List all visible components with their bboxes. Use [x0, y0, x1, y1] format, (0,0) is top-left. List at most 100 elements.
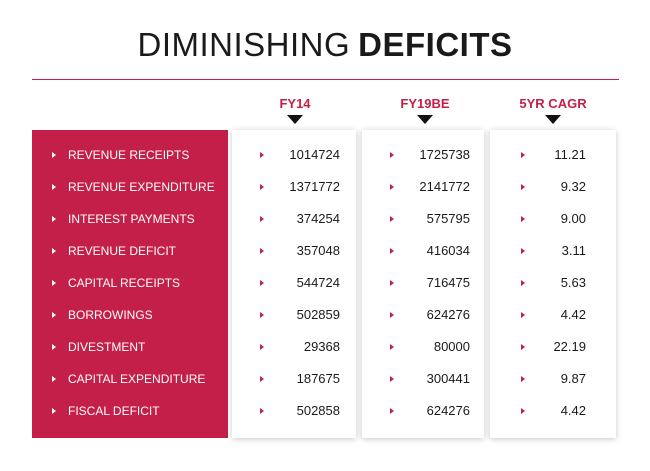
chevron-down-icon — [545, 115, 561, 124]
table-cell: 4.42 — [521, 305, 586, 325]
table-cell: 5.63 — [521, 273, 586, 293]
table-cell: 2141772 — [390, 177, 470, 197]
table-cell: 1371772 — [260, 177, 340, 197]
bullet-triangle-icon — [260, 344, 264, 350]
column-header: FY19BE — [400, 96, 450, 111]
column-panel-cagr — [490, 130, 616, 438]
bullet-triangle-icon — [52, 248, 56, 254]
table-cell: 544724 — [260, 273, 340, 293]
bullet-triangle-icon — [52, 376, 56, 382]
table-cell: 357048 — [260, 241, 340, 261]
title-bold: DEFICITS — [358, 26, 513, 63]
cell-value: 575795 — [426, 211, 470, 226]
bullet-triangle-icon — [521, 248, 525, 254]
cell-value: 9.00 — [560, 211, 586, 226]
row-label: INTEREST PAYMENTS — [32, 209, 228, 229]
cell-value: 1014724 — [289, 147, 340, 162]
bullet-triangle-icon — [260, 376, 264, 382]
cell-value: 9.87 — [560, 371, 586, 386]
title-light: DIMINISHING — [137, 26, 351, 63]
row-label-text: CAPITAL RECEIPTS — [68, 276, 181, 290]
table-cell: 9.32 — [521, 177, 586, 197]
table-cell: 29368 — [260, 337, 340, 357]
table-cell: 187675 — [260, 369, 340, 389]
cell-value: 4.42 — [560, 403, 586, 418]
cell-value: 187675 — [296, 371, 340, 386]
cell-value: 300441 — [426, 371, 470, 386]
bullet-triangle-icon — [260, 216, 264, 222]
bullet-triangle-icon — [390, 216, 394, 222]
bullet-triangle-icon — [260, 312, 264, 318]
bullet-triangle-icon — [52, 408, 56, 414]
row-label: REVENUE EXPENDITURE — [32, 177, 228, 197]
row-label-text: REVENUE EXPENDITURE — [68, 180, 215, 194]
cell-value: 1371772 — [289, 179, 340, 194]
bullet-triangle-icon — [390, 248, 394, 254]
table-cell: 9.87 — [521, 369, 586, 389]
cell-value: 502858 — [296, 403, 340, 418]
bullet-triangle-icon — [390, 344, 394, 350]
table-cell: 80000 — [390, 337, 470, 357]
cell-value: 9.32 — [560, 179, 586, 194]
row-label: CAPITAL RECEIPTS — [32, 273, 228, 293]
table-cell: 11.21 — [521, 145, 586, 165]
page-title: DIMINISHING DEFICITS — [0, 26, 650, 64]
row-label: REVENUE RECEIPTS — [32, 145, 228, 165]
bullet-triangle-icon — [521, 344, 525, 350]
cell-value: 624276 — [426, 307, 470, 322]
cell-value: 357048 — [296, 243, 340, 258]
cell-value: 2141772 — [419, 179, 470, 194]
bullet-triangle-icon — [521, 312, 525, 318]
row-label-text: BORROWINGS — [68, 308, 153, 322]
bullet-triangle-icon — [52, 216, 56, 222]
row-label-panel — [32, 130, 228, 438]
table-cell: 374254 — [260, 209, 340, 229]
row-label-text: DIVESTMENT — [68, 340, 146, 354]
bullet-triangle-icon — [390, 312, 394, 318]
bullet-triangle-icon — [52, 152, 56, 158]
row-label-text: REVENUE RECEIPTS — [68, 148, 190, 162]
table-cell: 624276 — [390, 401, 470, 421]
bullet-triangle-icon — [521, 408, 525, 414]
row-label: REVENUE DEFICIT — [32, 241, 228, 261]
cell-value: 5.63 — [560, 275, 586, 290]
bullet-triangle-icon — [260, 280, 264, 286]
table-cell: 300441 — [390, 369, 470, 389]
table-cell: 624276 — [390, 305, 470, 325]
row-label: DIVESTMENT — [32, 337, 228, 357]
table-cell: 22.19 — [521, 337, 586, 357]
title-divider — [32, 79, 619, 80]
table-cell: 3.11 — [521, 241, 586, 261]
row-label-text: REVENUE DEFICIT — [68, 244, 177, 258]
cell-value: 4.42 — [560, 307, 586, 322]
bullet-triangle-icon — [260, 248, 264, 254]
chevron-down-icon — [417, 115, 433, 124]
table-cell: 716475 — [390, 273, 470, 293]
bullet-triangle-icon — [52, 312, 56, 318]
bullet-triangle-icon — [390, 152, 394, 158]
column-panel-fy14 — [232, 130, 356, 438]
column-panel-fy19be — [362, 130, 484, 438]
cell-value: 3.11 — [561, 243, 586, 258]
table-cell: 575795 — [390, 209, 470, 229]
table-cell: 502859 — [260, 305, 340, 325]
table-cell: 1725738 — [390, 145, 470, 165]
cell-value: 29368 — [303, 339, 340, 354]
bullet-triangle-icon — [390, 408, 394, 414]
table-cell: 502858 — [260, 401, 340, 421]
cell-value: 1725738 — [419, 147, 470, 162]
cell-value: 544724 — [296, 275, 340, 290]
cell-value: 716475 — [426, 275, 470, 290]
cell-value: 80000 — [433, 339, 470, 354]
table-cell: 416034 — [390, 241, 470, 261]
bullet-triangle-icon — [260, 408, 264, 414]
bullet-triangle-icon — [521, 216, 525, 222]
column-header: FY14 — [279, 96, 311, 111]
cell-value: 374254 — [296, 211, 340, 226]
chevron-down-icon — [287, 115, 303, 124]
column-header: 5YR CAGR — [519, 96, 587, 111]
bullet-triangle-icon — [521, 376, 525, 382]
cell-value: 11.21 — [554, 147, 586, 162]
row-label: CAPITAL EXPENDITURE — [32, 369, 228, 389]
bullet-triangle-icon — [52, 184, 56, 190]
